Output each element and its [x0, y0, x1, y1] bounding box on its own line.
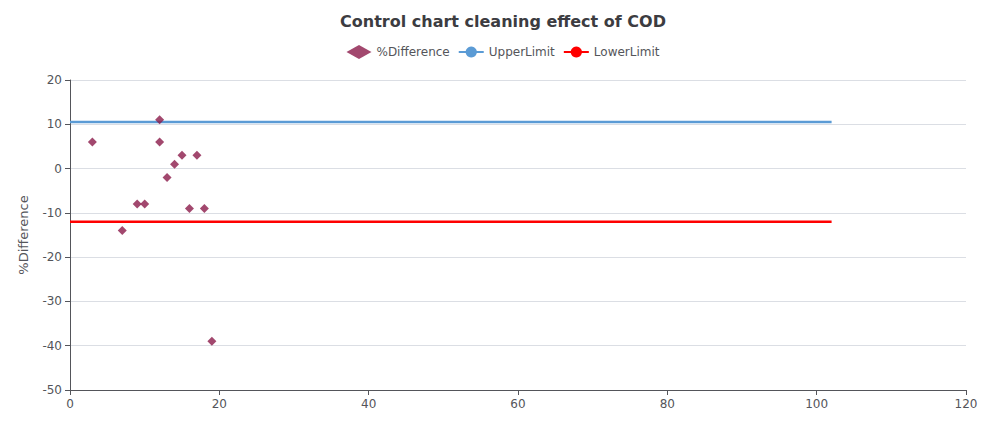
svg-text:120: 120	[955, 397, 978, 411]
svg-text:UpperLimit: UpperLimit	[489, 45, 555, 59]
svg-text:10: 10	[47, 117, 62, 131]
svg-text:%Difference: %Difference	[376, 45, 449, 59]
svg-text:40: 40	[361, 397, 376, 411]
svg-text:0: 0	[66, 397, 74, 411]
svg-text:-20: -20	[42, 250, 62, 264]
svg-text:-10: -10	[42, 206, 62, 220]
svg-text:%Difference: %Difference	[16, 195, 31, 274]
svg-text:-50: -50	[42, 383, 62, 397]
svg-text:20: 20	[212, 397, 227, 411]
svg-text:Control chart cleaning effect: Control chart cleaning effect of COD	[340, 12, 666, 31]
svg-text:0: 0	[54, 162, 62, 176]
svg-text:100: 100	[805, 397, 828, 411]
svg-text:LowerLimit: LowerLimit	[594, 45, 660, 59]
svg-text:-40: -40	[42, 339, 62, 353]
svg-text:60: 60	[510, 397, 525, 411]
svg-text:80: 80	[660, 397, 675, 411]
svg-text:20: 20	[47, 73, 62, 87]
svg-text:-30: -30	[42, 294, 62, 308]
